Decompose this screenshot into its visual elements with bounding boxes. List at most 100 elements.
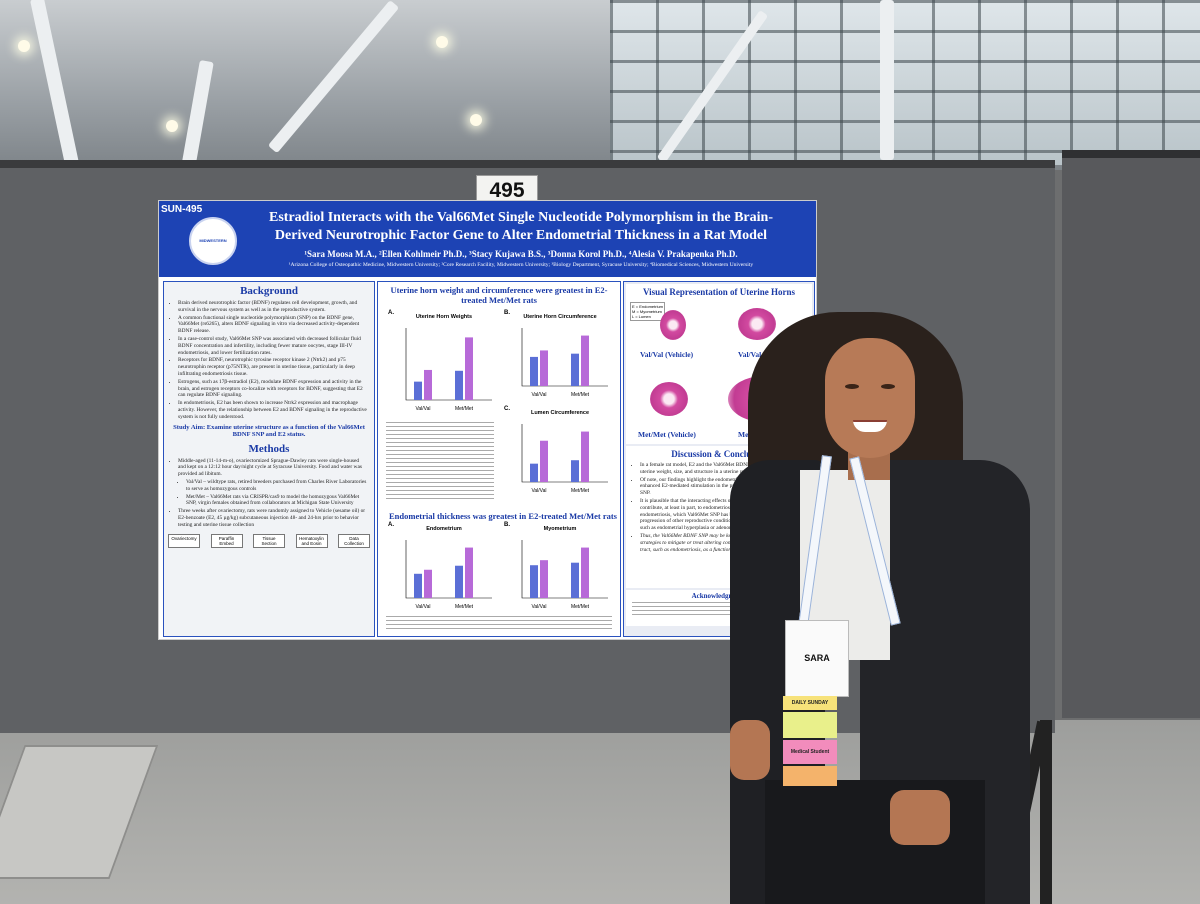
poster-affiliations: ¹Arizona College of Osteopathic Medicine… [288, 262, 754, 268]
glass-window-wall [610, 0, 1200, 165]
bar-vehicle [530, 565, 538, 598]
bar-e2 [581, 335, 589, 386]
bar-e2 [465, 337, 473, 400]
results2-heading: Endometrial thickness was greatest in E2… [389, 511, 617, 521]
methods-bullet: Met/Met – Val66Met rats via CRISPR/cas9 … [186, 494, 368, 508]
x-tick-label: Val/Val [415, 406, 430, 412]
methods-bullet: Three weeks after ovariectomy, rats were… [178, 508, 368, 528]
bar-vehicle [530, 356, 538, 386]
poster-header: SUN-495 MIDWESTERN UNIVERSITY Estradiol … [159, 201, 816, 287]
university-seal: MIDWESTERN UNIVERSITY [189, 217, 237, 287]
name-badge: SARA [785, 620, 849, 697]
poster-title: Estradiol Interacts with the Val66Met Si… [241, 209, 801, 245]
background-heading: Background [240, 285, 298, 297]
x-tick-label: Val/Val [531, 488, 546, 494]
bar-vehicle [571, 562, 579, 598]
x-tick-label: Val/Val [531, 604, 546, 610]
chart-uterine-horn-weights: Uterine Horn Weights Val/Val Met/Met [405, 314, 492, 412]
bar-vehicle [571, 353, 579, 386]
bar-e2 [540, 350, 548, 386]
results1-heading: Uterine horn weight and circumference we… [390, 285, 608, 305]
background-bullet: Estrogens, such as 17β-estradiol (E2), m… [178, 379, 368, 399]
discussion-text: In a female rat model, E2 and the Val66M… [626, 462, 812, 553]
presenter-pants [765, 780, 985, 904]
flow-step: Paraffin Embed [210, 533, 243, 548]
x-tick-label: Val/Val [531, 392, 546, 398]
figure-caption [386, 422, 494, 502]
poster-authors: ¹Sara Moosa M.A., ²Ellen Kohlmeir Ph.D.,… [304, 249, 738, 259]
tissue-key: E = Endometrium M = Myometrium L = Lumen [630, 302, 666, 321]
methods-bullet: Middle-aged (11-14-m-o), ovariectomized … [178, 458, 368, 478]
key-item: M = Myometrium [632, 309, 662, 314]
chart-title: Uterine Horn Circumference [523, 314, 596, 320]
presenter-hand [890, 790, 950, 845]
ceiling-lamp [166, 120, 178, 132]
bar-vehicle [455, 565, 463, 598]
bar-e2 [424, 569, 432, 598]
acknowledgments-heading: Acknowledgments [691, 592, 747, 600]
x-tick-label: Met/Met [571, 392, 590, 398]
badge-ribbon-stack [783, 766, 837, 786]
panel-label-b: B. [504, 310, 510, 316]
research-poster: SUN-495 MIDWESTERN UNIVERSITY Estradiol … [158, 200, 817, 640]
tissue-label: Met/Met (Vehicle) [638, 430, 696, 439]
chart-endometrium: Endometrium Val/Val Met/Met [405, 526, 492, 610]
badge-ribbon-stack [783, 712, 837, 738]
board-leg [1040, 720, 1052, 904]
figure-caption [386, 616, 612, 632]
flow-step: Data Collection [338, 533, 370, 548]
bar-vehicle [530, 463, 538, 482]
flow-step: Hematoxylin and Eosin [295, 533, 328, 548]
tissue-section-image [650, 382, 688, 416]
methods-flowchart: Ovariectomy Paraffin Embed Tissue Sectio… [164, 530, 374, 552]
bar-vehicle [414, 573, 422, 598]
chart-lumen-circumference: Lumen Circumference Val/Val Met/Met [521, 410, 608, 494]
badge-ribbon: DAILY SUNDAY [783, 696, 837, 710]
chart-title: Endometrium [426, 526, 462, 532]
x-tick-label: Met/Met [571, 604, 590, 610]
methods-text: Middle-aged (11-14-m-o), ovariectomized … [164, 458, 374, 529]
methods-heading: Methods [248, 442, 290, 455]
chart-title: Lumen Circumference [531, 410, 589, 416]
tissue-label: Val/Val (Vehicle) [640, 350, 694, 359]
discussion-bullet: Thus, the Val66Met BDNF SNP may be key t… [640, 533, 806, 553]
tissue-label: Val/Val (E2) [738, 350, 777, 359]
visual-heading: Visual Representation of Uterine Horns [643, 287, 795, 297]
seal-text: MIDWESTERN UNIVERSITY [199, 238, 227, 287]
discussion-bullet: In a female rat model, E2 and the Val66M… [640, 462, 806, 476]
bar-vehicle [571, 460, 579, 482]
background-bullet: In endometriosis, E2 has been shown to i… [178, 400, 368, 420]
x-tick-label: Val/Val [415, 604, 430, 610]
eye [845, 384, 859, 389]
chart-title: Uterine Horn Weights [416, 314, 472, 320]
panel-label-a: A. [388, 522, 394, 528]
badge-ribbon: Medical Student [783, 740, 837, 764]
chart-uterine-horn-circumference: Uterine Horn Circumference Val/Val Met/Met [521, 314, 608, 398]
bar-e2 [540, 560, 548, 598]
panel-label-c: C. [504, 406, 510, 412]
chart-axis [405, 540, 492, 599]
poster-title-line: Derived Neurotrophic Factor Gene to Alte… [274, 228, 768, 243]
key-item: E = Endometrium [632, 304, 664, 309]
bar-e2 [581, 431, 589, 482]
smile [853, 420, 887, 432]
poster-id: SUN-495 [161, 204, 203, 215]
x-tick-label: Met/Met [455, 604, 474, 610]
chart-myometrium: Myometrium Val/Val Met/Met [521, 526, 608, 610]
chart-axis [521, 540, 608, 599]
results-column: Uterine horn weight and circumference we… [377, 281, 621, 637]
bar-e2 [424, 369, 432, 400]
chart-axis [521, 328, 608, 387]
discussion-heading: Discussion & Conclusion [671, 449, 767, 459]
bar-e2 [465, 547, 473, 598]
study-aim: Study Aim: Examine uterine structure as … [173, 423, 365, 438]
background-bullet: Receptors for BDNF, neurotrophic tyrosin… [178, 357, 368, 377]
panel-label-b: B. [504, 522, 510, 528]
flow-step: Tissue Section [253, 533, 285, 548]
adjacent-poster-board [1062, 150, 1200, 718]
presenter-hand [730, 720, 770, 780]
poster-title-line: Estradiol Interacts with the Val66Met Si… [269, 210, 773, 225]
chart-axis [521, 424, 608, 483]
panel-label-a: A. [388, 310, 394, 316]
